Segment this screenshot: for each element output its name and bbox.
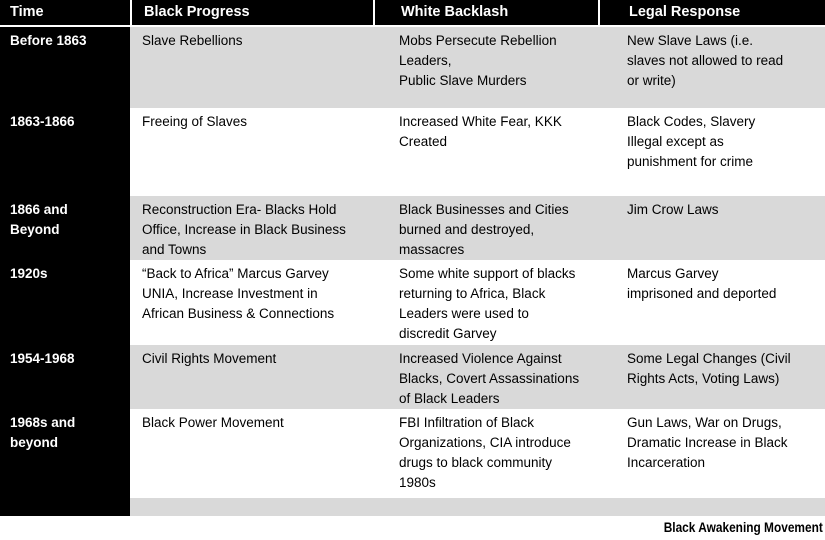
progress-cell: Slave Rebellions bbox=[142, 33, 243, 48]
legal-cell: Marcus Garvey imprisoned and deported bbox=[627, 266, 777, 301]
backlash-cell bbox=[373, 498, 598, 516]
header-cell-legal-response: Legal Response bbox=[598, 0, 825, 25]
table-row-1866-and-beyond: 1866 and Beyond Reconstruction Era- Blac… bbox=[0, 196, 825, 260]
progress-cell: Freeing of Slaves bbox=[142, 114, 248, 129]
table-row-before-1863: Before 1863 Slave Rebellions Mobs Persec… bbox=[0, 27, 825, 108]
legal-cell: Jim Crow Laws bbox=[627, 202, 719, 217]
time-cell: 1968s and beyond bbox=[0, 409, 130, 498]
time-cell: 1954-1968 bbox=[0, 345, 130, 409]
backlash-cell: FBI Infiltration of Black Organizations,… bbox=[399, 415, 571, 490]
backlash-cell: Black Businesses and Cities burned and d… bbox=[399, 202, 569, 257]
progress-cell: Black Power Movement bbox=[142, 415, 284, 430]
header-cell-time: Time bbox=[10, 4, 44, 20]
backlash-cell: Increased White Fear, KKK Created bbox=[399, 114, 562, 149]
header-cell-black-progress: Black Progress bbox=[130, 0, 373, 25]
time-cell: Before 1863 bbox=[0, 27, 130, 108]
slide-footer: Black Awakening Movement bbox=[0, 516, 825, 540]
time-cell bbox=[0, 498, 130, 516]
table-row-1968s-and-beyond: 1968s and beyond Black Power Movement FB… bbox=[0, 409, 825, 498]
table-row-1863-1866: 1863-1866 Freeing of Slaves Increased Wh… bbox=[0, 108, 825, 196]
progress-cell: Civil Rights Movement bbox=[142, 351, 277, 366]
legal-cell: New Slave Laws (i.e. slaves not allowed … bbox=[627, 33, 784, 88]
backlash-cell: Mobs Persecute Rebellion Leaders, Public… bbox=[399, 33, 557, 88]
progress-cell bbox=[130, 498, 373, 516]
backlash-cell: Some white support of blacks returning t… bbox=[399, 266, 576, 341]
header-cell-white-backlash: White Backlash bbox=[373, 0, 598, 25]
legal-cell: Some Legal Changes (Civil Rights Acts, V… bbox=[627, 351, 791, 386]
table-row-1920s: 1920s “Back to Africa” Marcus Garvey UNI… bbox=[0, 260, 825, 345]
table-row-empty bbox=[0, 498, 825, 516]
backlash-cell: Increased Violence Against Blacks, Cover… bbox=[399, 351, 580, 406]
timeline-table: Time Black Progress White Backlash Legal… bbox=[0, 0, 825, 516]
progress-cell: Reconstruction Era- Blacks Hold Office, … bbox=[142, 202, 346, 257]
time-cell: 1863-1866 bbox=[0, 108, 130, 196]
progress-cell: “Back to Africa” Marcus Garvey UNIA, Inc… bbox=[142, 266, 335, 321]
slide-title: Black Awakening Movement bbox=[663, 520, 823, 535]
legal-cell bbox=[598, 498, 825, 516]
legal-cell: Gun Laws, War on Drugs, Dramatic Increas… bbox=[627, 415, 788, 470]
legal-cell: Black Codes, Slavery Illegal except as p… bbox=[627, 114, 756, 169]
table-row-1954-1968: 1954-1968 Civil Rights Movement Increase… bbox=[0, 345, 825, 409]
time-cell: 1920s bbox=[0, 260, 130, 345]
table-header-row: Time Black Progress White Backlash Legal… bbox=[0, 0, 825, 27]
time-cell: 1866 and Beyond bbox=[0, 196, 130, 260]
